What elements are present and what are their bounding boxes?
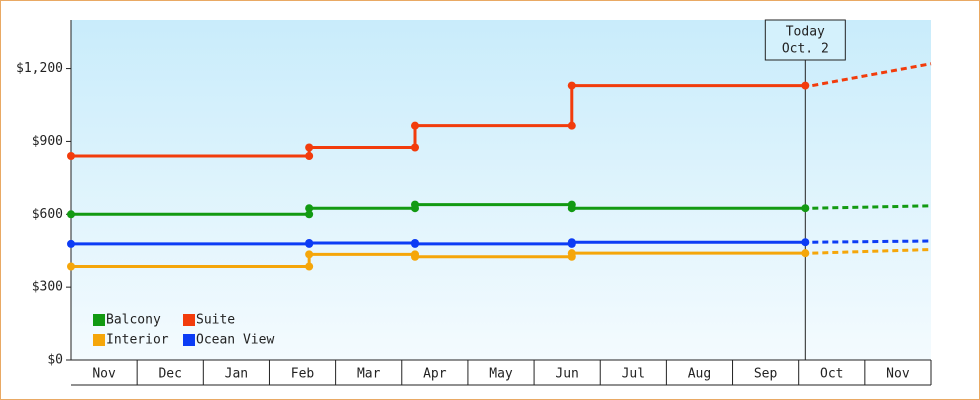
x-tick-label: Apr <box>423 367 447 382</box>
series-point <box>305 152 314 160</box>
legend-label: Balcony <box>106 313 161 328</box>
forecast-line <box>812 62 932 88</box>
series-point <box>305 262 314 271</box>
series-point <box>567 238 576 247</box>
series-point <box>411 239 419 248</box>
x-tick-label: Jul <box>622 367 645 382</box>
legend-label: Suite <box>196 313 235 328</box>
legend-label: Interior <box>106 333 169 348</box>
series-point <box>567 81 576 90</box>
x-tick-label: Dec <box>158 367 181 382</box>
legend-swatch <box>93 314 105 326</box>
x-tick-label: Mar <box>357 367 381 382</box>
plot-area <box>71 20 931 360</box>
x-tick-label: Aug <box>688 367 711 382</box>
x-tick-label: Sep <box>754 367 778 382</box>
series-point <box>801 204 810 213</box>
legend-swatch <box>183 334 195 346</box>
today-label: Oct. 2 <box>782 42 829 57</box>
series-point <box>305 204 314 213</box>
series-point <box>67 152 75 160</box>
today-box <box>764 19 846 61</box>
series-point <box>567 249 576 258</box>
x-tick-label: Jan <box>225 367 248 382</box>
legend-label: Ocean View <box>196 333 274 348</box>
series-point <box>801 249 810 258</box>
x-tick-label: May <box>489 367 513 382</box>
y-tick-label: $0 <box>47 353 63 368</box>
x-tick-label: Nov <box>92 367 116 382</box>
series-point <box>567 121 576 130</box>
series-point <box>305 238 314 247</box>
series-point <box>801 81 810 90</box>
legend-swatch <box>93 334 105 346</box>
series-point <box>567 204 576 213</box>
x-tick-label: Oct <box>820 367 843 382</box>
y-tick-label: $300 <box>32 280 63 295</box>
series-point <box>67 210 75 219</box>
series-point <box>305 143 314 152</box>
series-point <box>67 262 75 271</box>
x-tick-label: Feb <box>291 367 315 382</box>
series-point <box>411 121 419 130</box>
series-point <box>801 238 810 247</box>
series-point <box>305 210 314 219</box>
series-point <box>305 250 314 259</box>
series-point <box>411 252 419 261</box>
x-tick-label: Jun <box>555 367 578 382</box>
y-tick-label: $900 <box>32 134 63 149</box>
today-label: Today <box>786 25 825 40</box>
series-point <box>411 143 419 152</box>
series-point <box>67 239 75 248</box>
legend-swatch <box>183 314 195 326</box>
y-tick-label: $600 <box>32 207 63 222</box>
y-tick-label: $1,200 <box>16 61 63 76</box>
series-point <box>411 200 419 209</box>
x-tick-label: Nov <box>886 367 910 382</box>
series-line <box>71 240 806 246</box>
